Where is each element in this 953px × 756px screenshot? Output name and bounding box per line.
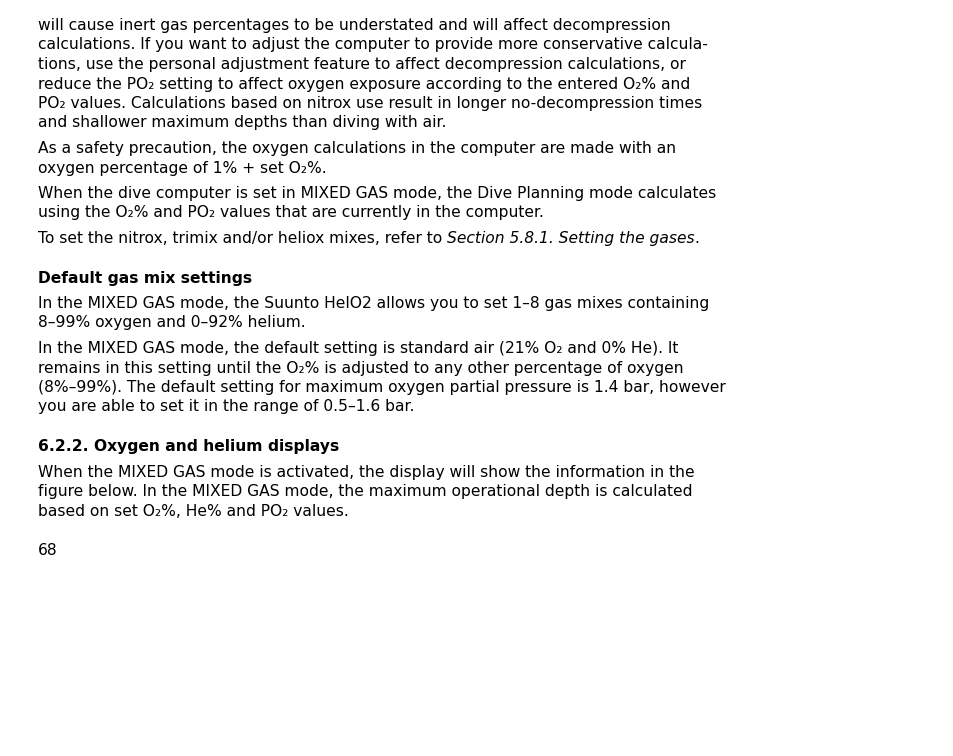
Text: calculations. If you want to adjust the computer to provide more conservative ca: calculations. If you want to adjust the … <box>38 38 707 52</box>
Text: In the MIXED GAS mode, the Suunto HelO2 allows you to set 1–8 gas mixes containi: In the MIXED GAS mode, the Suunto HelO2 … <box>38 296 708 311</box>
Text: using the O₂% and PO₂ values that are currently in the computer.: using the O₂% and PO₂ values that are cu… <box>38 206 543 221</box>
Text: based on set O₂%, He% and PO₂ values.: based on set O₂%, He% and PO₂ values. <box>38 503 349 519</box>
Text: In the MIXED GAS mode, the default setting is standard air (21% O₂ and 0% He). I: In the MIXED GAS mode, the default setti… <box>38 341 678 356</box>
Text: tions, use the personal adjustment feature to affect decompression calculations,: tions, use the personal adjustment featu… <box>38 57 685 72</box>
Text: When the MIXED GAS mode is activated, the display will show the information in t: When the MIXED GAS mode is activated, th… <box>38 464 694 479</box>
Text: Default gas mix settings: Default gas mix settings <box>38 271 252 286</box>
Text: To set the nitrox, trimix and/or heliox mixes, refer to: To set the nitrox, trimix and/or heliox … <box>38 231 447 246</box>
Text: .: . <box>694 231 699 246</box>
Text: reduce the PO₂ setting to affect oxygen exposure according to the entered O₂% an: reduce the PO₂ setting to affect oxygen … <box>38 76 690 91</box>
Text: you are able to set it in the range of 0.5–1.6 bar.: you are able to set it in the range of 0… <box>38 399 414 414</box>
Text: and shallower maximum depths than diving with air.: and shallower maximum depths than diving… <box>38 116 446 131</box>
Text: figure below. In the MIXED GAS mode, the maximum operational depth is calculated: figure below. In the MIXED GAS mode, the… <box>38 484 692 499</box>
Text: Section 5.8.1. Setting the gases: Section 5.8.1. Setting the gases <box>447 231 694 246</box>
Text: (8%–99%). The default setting for maximum oxygen partial pressure is 1.4 bar, ho: (8%–99%). The default setting for maximu… <box>38 380 725 395</box>
Text: will cause inert gas percentages to be understated and will affect decompression: will cause inert gas percentages to be u… <box>38 18 670 33</box>
Text: When the dive computer is set in MIXED GAS mode, the Dive Planning mode calculat: When the dive computer is set in MIXED G… <box>38 186 716 201</box>
Text: PO₂ values. Calculations based on nitrox use result in longer no-decompression t: PO₂ values. Calculations based on nitrox… <box>38 96 701 111</box>
Text: 6.2.2. Oxygen and helium displays: 6.2.2. Oxygen and helium displays <box>38 439 339 454</box>
Text: oxygen percentage of 1% + set O₂%.: oxygen percentage of 1% + set O₂%. <box>38 160 326 175</box>
Text: 8–99% oxygen and 0–92% helium.: 8–99% oxygen and 0–92% helium. <box>38 315 305 330</box>
Text: As a safety precaution, the oxygen calculations in the computer are made with an: As a safety precaution, the oxygen calcu… <box>38 141 676 156</box>
Text: 68: 68 <box>38 543 57 558</box>
Text: remains in this setting until the O₂% is adjusted to any other percentage of oxy: remains in this setting until the O₂% is… <box>38 361 683 376</box>
